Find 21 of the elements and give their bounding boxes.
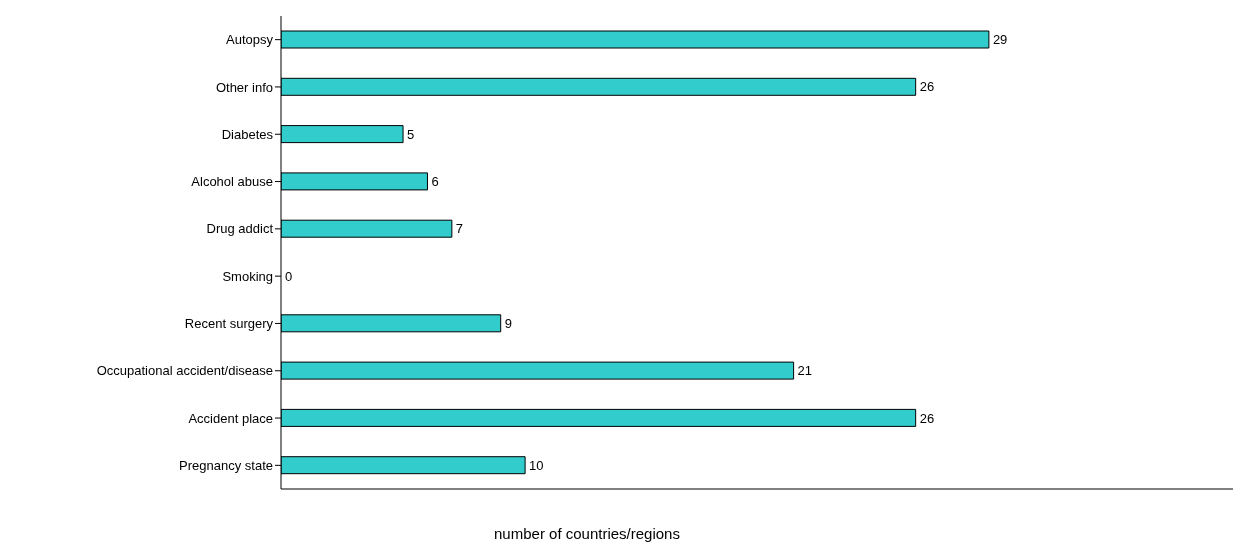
y-tick-label: Diabetes [221, 126, 274, 142]
y-tick-label: Other info [215, 79, 273, 95]
y-tick-label: Autopsy [226, 32, 274, 48]
data-label: 26 [919, 410, 935, 426]
data-label: 21 [797, 363, 813, 379]
data-label: 6 [431, 174, 439, 190]
data-label: 9 [504, 315, 512, 331]
y-tick-label: Occupational accident/disease [96, 363, 273, 379]
data-label: 29 [992, 32, 1008, 48]
data-label: 10 [529, 457, 544, 473]
y-tick-label: Alcohol abuse [191, 174, 273, 190]
x-axis-title: number of countries/regions [494, 525, 680, 542]
y-tick-label: Smoking [222, 268, 273, 284]
data-label: 0 [285, 268, 293, 284]
y-tick-label: Pregnancy state [179, 457, 273, 473]
data-label: 7 [455, 221, 464, 237]
y-tick-label: Recent surgery [184, 316, 274, 332]
y-tick-label: Accident place [188, 410, 273, 426]
y-tick-label: Drug addict [206, 221, 274, 237]
data-label: 5 [407, 126, 415, 142]
data-label: 26 [919, 79, 935, 95]
